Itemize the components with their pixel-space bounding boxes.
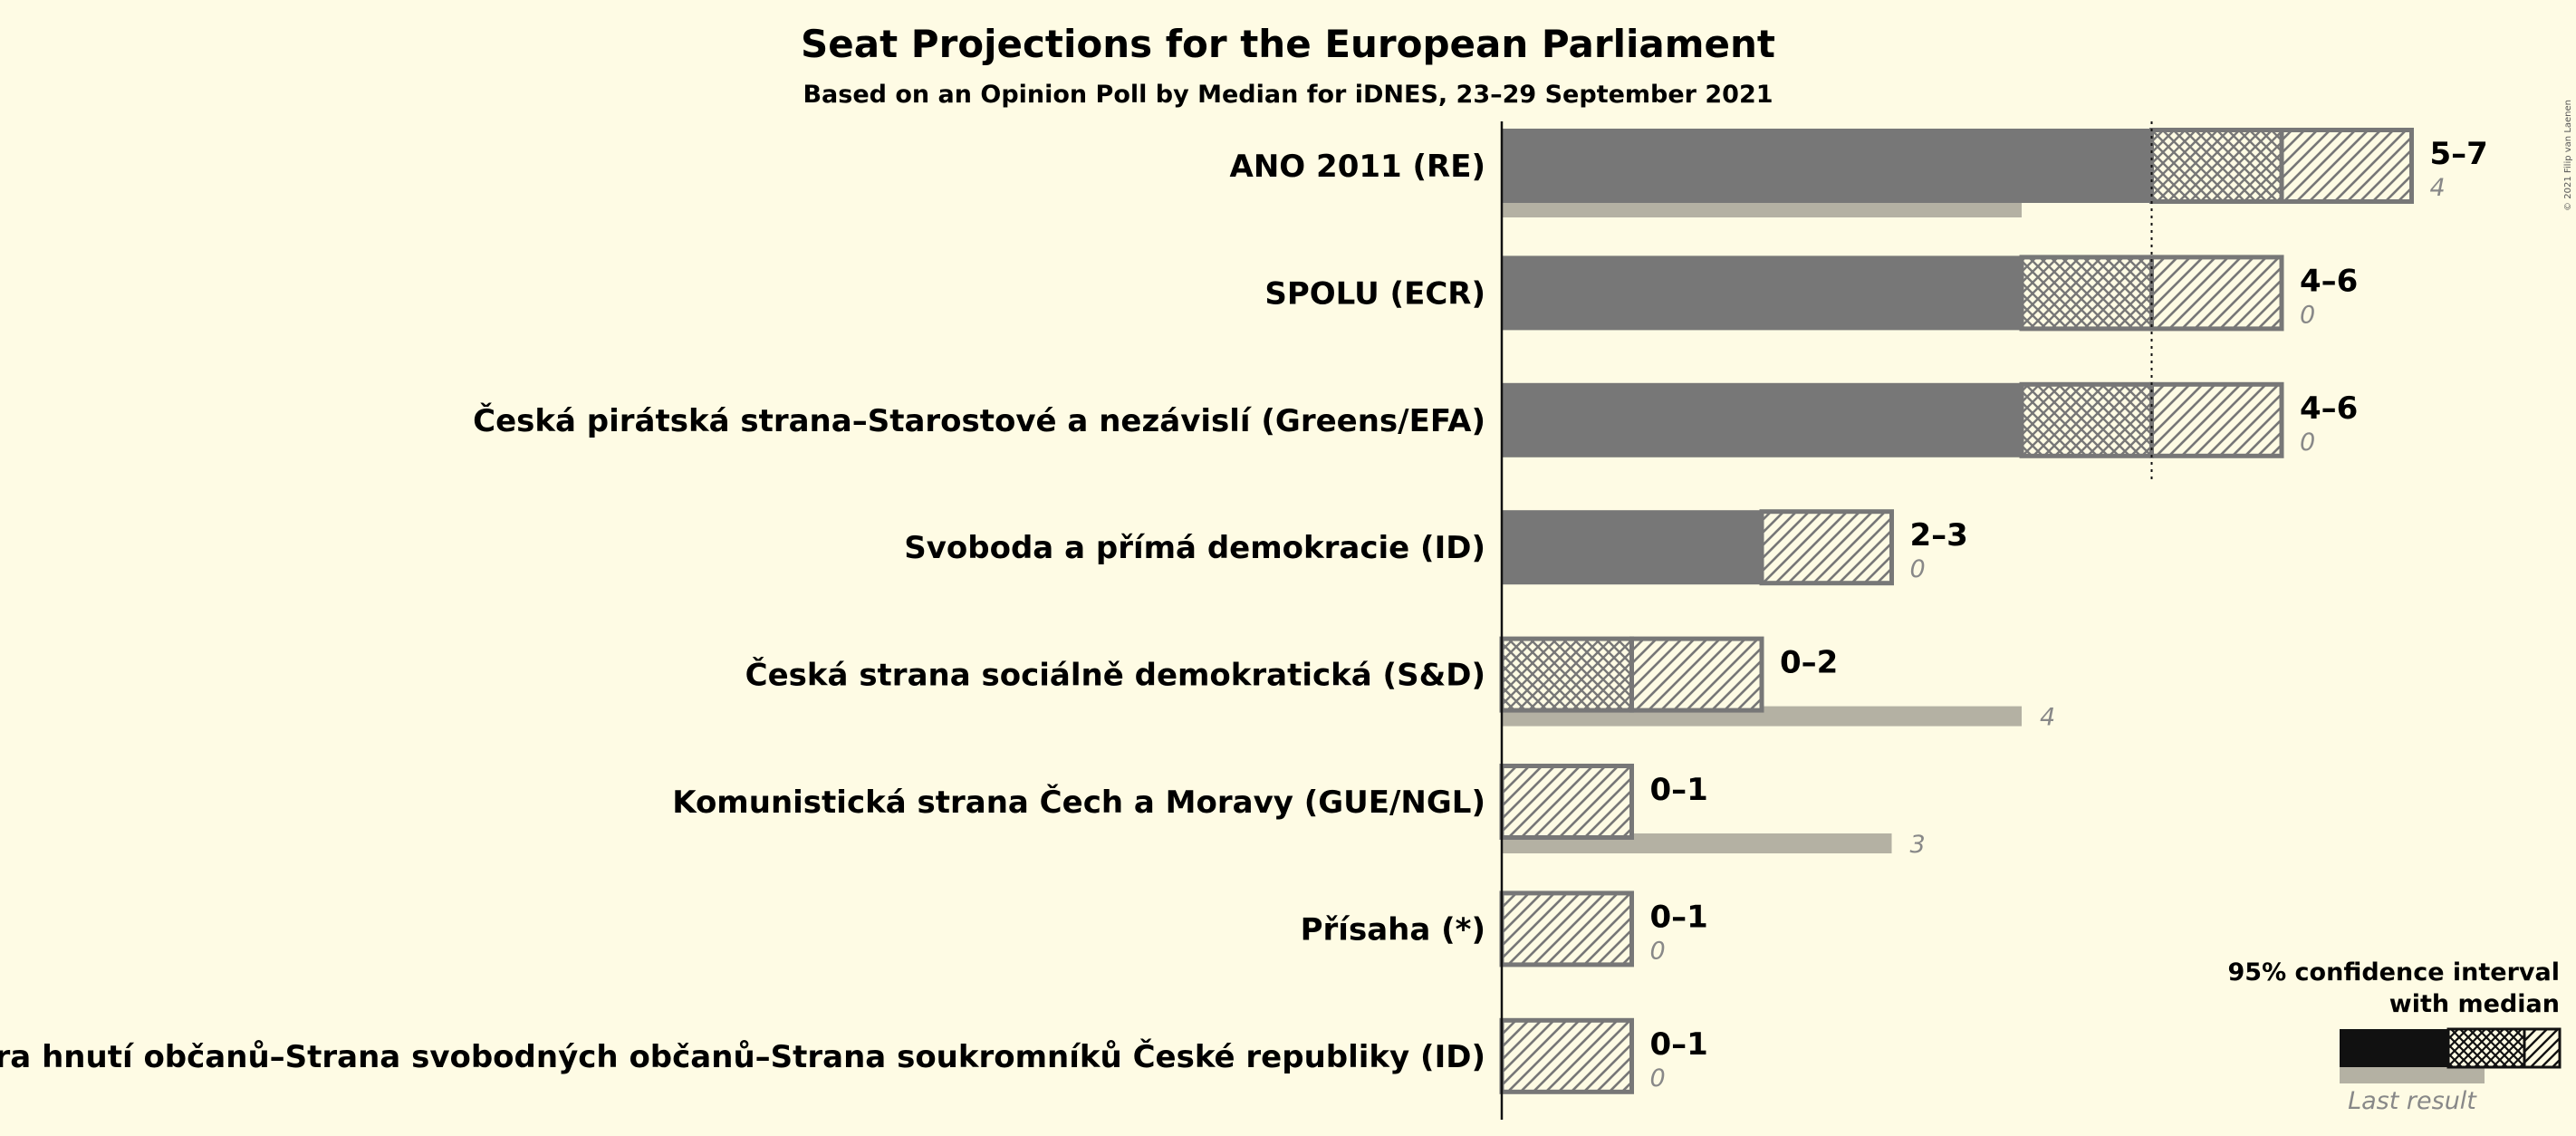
chart-subtitle: Based on an Opinion Poll by Median for i… bbox=[803, 81, 1773, 109]
projection-bar-ci-segment bbox=[2149, 381, 2284, 458]
seat-range-label: 4–6 bbox=[2300, 263, 2358, 299]
last-result-label: 0 bbox=[1910, 555, 1926, 583]
party-label: Česká strana sociálně demokratická (S&D) bbox=[745, 657, 1485, 694]
legend-median-segment bbox=[2446, 1027, 2526, 1069]
projection-bar-median-segment bbox=[2019, 381, 2154, 458]
party-label: Komunistická strana Čech a Moravy (GUE/N… bbox=[672, 784, 1485, 821]
projection-bar-solid bbox=[1502, 382, 2022, 457]
seat-range-label: 5–7 bbox=[2430, 136, 2488, 172]
legend-last-result-bar bbox=[2340, 1065, 2485, 1083]
projection-bar-median-segment bbox=[2019, 255, 2154, 332]
chart-title: Seat Projections for the European Parlia… bbox=[801, 22, 1775, 66]
projection-bar-ci-segment bbox=[1629, 636, 1764, 713]
last-result-label: 0 bbox=[1650, 1064, 1666, 1093]
projection-bar-ci-segment bbox=[1499, 764, 1634, 840]
party-label: Česká pirátská strana–Starostové a nezáv… bbox=[473, 402, 1485, 439]
last-result-label: 3 bbox=[1910, 831, 1926, 859]
last-result-label: 0 bbox=[2300, 301, 2315, 329]
party-label: ANO 2011 (RE) bbox=[1230, 149, 1485, 185]
projection-bar-ci-segment bbox=[2149, 255, 2284, 332]
seat-range-label: 0–1 bbox=[1650, 899, 1708, 935]
seat-range-label: 0–1 bbox=[1650, 1026, 1708, 1063]
party-label: Přísaha (*) bbox=[1301, 911, 1485, 948]
legend-ci-segment bbox=[2523, 1027, 2562, 1069]
projection-bar-ci-segment bbox=[1759, 509, 1894, 586]
seat-range-label: 0–1 bbox=[1650, 772, 1708, 808]
last-result-label: 0 bbox=[2300, 428, 2315, 457]
projection-bar-median-segment bbox=[1499, 636, 1634, 713]
projection-bar-solid bbox=[1502, 129, 2152, 203]
legend-solid-bar bbox=[2340, 1029, 2448, 1067]
legend-title-line1: 95% confidence interval bbox=[2228, 958, 2560, 987]
seat-range-label: 4–6 bbox=[2300, 390, 2358, 427]
legend: 95% confidence interval with median Last… bbox=[2228, 958, 2562, 1115]
projection-bar-ci-segment bbox=[1499, 891, 1634, 968]
legend-last-result-label: Last result bbox=[2348, 1087, 2477, 1115]
party-label: Svoboda a přímá demokracie (ID) bbox=[904, 530, 1485, 566]
party-label: Trikolóra hnutí občanů–Strana svobodných… bbox=[0, 1038, 1485, 1075]
projection-bar-solid bbox=[1502, 510, 1762, 585]
copyright-notice: © 2021 Filip van Laenen bbox=[2563, 100, 2573, 211]
projection-bar-median-segment bbox=[2149, 128, 2284, 204]
projection-bar-ci-segment bbox=[2279, 128, 2414, 204]
projection-bar-solid bbox=[1502, 255, 2022, 331]
seat-range-label: 2–3 bbox=[1910, 517, 1968, 554]
legend-title-line2: with median bbox=[2389, 990, 2560, 1018]
projection-bar-ci-segment bbox=[1499, 1017, 1634, 1094]
party-label: SPOLU (ECR) bbox=[1264, 275, 1485, 312]
last-result-label: 4 bbox=[2040, 704, 2055, 732]
seat-range-label: 0–2 bbox=[1780, 645, 1838, 681]
last-result-label: 4 bbox=[2430, 174, 2446, 202]
last-result-label: 0 bbox=[1650, 937, 1666, 965]
